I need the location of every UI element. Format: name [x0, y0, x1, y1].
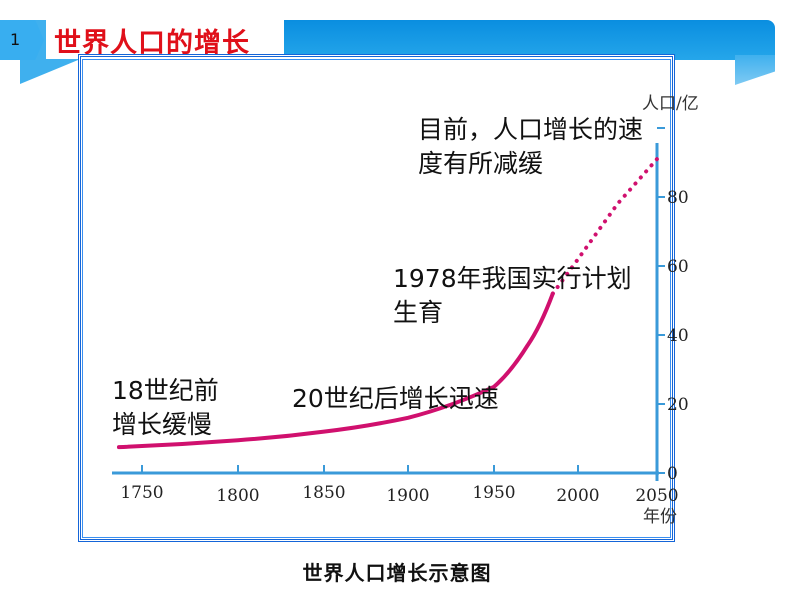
annotation-post-20th-century: 20世纪后增长迅速 [292, 384, 499, 413]
y-tick-label: 0 [667, 464, 678, 484]
annotation-line: 增长缓慢 [112, 410, 213, 439]
annotation-current-slowdown: 目前，人口增长的速 度有所减缓 [418, 113, 643, 181]
annotation-line: 生育 [393, 298, 444, 327]
annotation-line: 18世纪前 [112, 376, 219, 405]
chart-caption: 世界人口增长示意图 [302, 561, 492, 585]
x-tick-label: 2000 [556, 486, 599, 506]
slide-title: 世界人口的增长 [54, 28, 250, 59]
y-tick-label: 40 [667, 326, 689, 346]
x-tick-label: 1950 [472, 483, 515, 503]
chart-frame [78, 54, 675, 542]
x-tick-label: 1900 [386, 486, 429, 506]
chart-series [116, 157, 659, 450]
annotation-china-1978: 1978年我国实行计划 生育 [393, 262, 632, 330]
annotation-line: 度有所减缓 [418, 149, 544, 178]
x-tick-label: 1800 [216, 486, 259, 506]
y-tick-label: 80 [667, 188, 689, 208]
projected-population-line [550, 157, 659, 296]
slide-number-tab [0, 20, 44, 60]
annotation-line: 1978年我国实行计划 [393, 264, 632, 293]
x-tick-label: 2050 [635, 486, 678, 506]
chart-frame-inner [82, 59, 671, 538]
slide-number: 1 [10, 30, 21, 49]
x-tick-label: 1750 [120, 483, 163, 503]
x-axis-title: 年份 [643, 507, 677, 527]
y-axis-title: 人口/亿 [642, 94, 699, 114]
y-tick-label: 20 [667, 395, 689, 415]
annotation-pre-18th-century: 18世纪前 增长缓慢 [112, 374, 219, 442]
x-tick-label: 1850 [302, 483, 345, 503]
population-line [116, 291, 555, 450]
annotation-line: 目前，人口增长的速 [418, 115, 644, 144]
title-box [46, 20, 284, 59]
y-tick-label: 60 [667, 257, 689, 277]
